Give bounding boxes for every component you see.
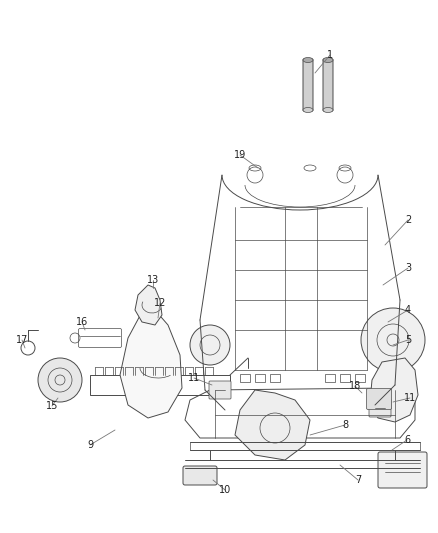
Ellipse shape	[303, 108, 313, 112]
FancyBboxPatch shape	[303, 59, 313, 111]
Text: 5: 5	[405, 335, 411, 345]
Polygon shape	[120, 310, 182, 418]
Text: 8: 8	[342, 420, 348, 430]
Text: 13: 13	[147, 275, 159, 285]
Circle shape	[190, 325, 230, 365]
Text: 6: 6	[404, 435, 410, 445]
Circle shape	[337, 167, 353, 183]
Polygon shape	[235, 390, 310, 460]
Text: 12: 12	[154, 298, 166, 308]
Ellipse shape	[323, 58, 333, 62]
FancyBboxPatch shape	[378, 452, 427, 488]
Text: 7: 7	[355, 475, 361, 485]
Polygon shape	[370, 358, 418, 422]
Circle shape	[247, 167, 263, 183]
FancyBboxPatch shape	[367, 389, 392, 409]
Text: 11: 11	[404, 393, 416, 403]
Text: 3: 3	[405, 263, 411, 273]
Polygon shape	[135, 285, 162, 325]
Text: 4: 4	[405, 305, 411, 315]
Text: 1: 1	[327, 50, 333, 60]
FancyBboxPatch shape	[183, 466, 217, 485]
Text: 16: 16	[76, 317, 88, 327]
Ellipse shape	[323, 108, 333, 112]
Text: 10: 10	[219, 485, 231, 495]
Circle shape	[361, 308, 425, 372]
Text: 17: 17	[16, 335, 28, 345]
Ellipse shape	[303, 58, 313, 62]
Text: 19: 19	[234, 150, 246, 160]
Text: 18: 18	[349, 381, 361, 391]
FancyBboxPatch shape	[369, 399, 391, 417]
Text: 2: 2	[405, 215, 411, 225]
FancyBboxPatch shape	[323, 59, 333, 111]
Circle shape	[38, 358, 82, 402]
Text: 15: 15	[46, 401, 58, 411]
Text: 9: 9	[87, 440, 93, 450]
Text: 11: 11	[188, 373, 200, 383]
FancyBboxPatch shape	[209, 381, 231, 399]
